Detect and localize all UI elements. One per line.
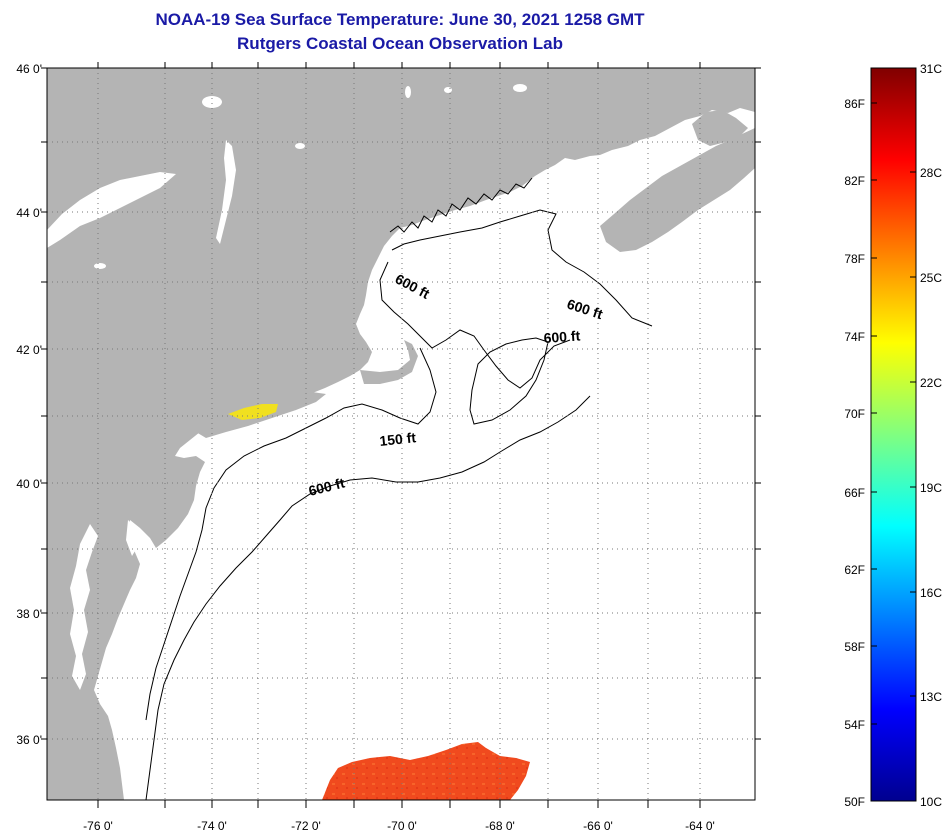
cb-c-19: 19C [920,481,942,495]
maine-coast-detail [389,177,533,233]
lon-label-72: -72 0' [291,819,321,832]
lon-label-66: -66 0' [583,819,613,832]
cb-c-13: 13C [920,690,942,704]
cb-c-28: 28C [920,166,942,180]
lon-label-76: -76 0' [83,819,113,832]
lake-small-6 [295,143,305,149]
lake-small-5 [94,263,106,269]
cb-f-70: 70F [844,407,865,421]
lat-label-46: 46 0' [16,62,42,76]
lon-label-64: -64 0' [685,819,715,832]
map-title: NOAA-19 Sea Surface Temperature: June 30… [155,10,645,29]
land-cape-cod [360,340,418,384]
cb-f-54: 54F [844,718,865,732]
lake-small-4 [444,87,452,93]
sst-patch-long-island-sound [228,404,278,420]
cb-f-58: 58F [844,640,865,654]
cb-f-74: 74F [844,330,865,344]
lon-label-74: -74 0' [197,819,227,832]
contour-label-150ft: 150 ft [379,429,417,449]
cb-f-78: 78F [844,252,865,266]
sst-patch-south [322,742,530,800]
contour-600ft-shelf [145,395,591,800]
chesapeake-bay [70,524,98,690]
lat-label-42: 42 0' [16,343,42,357]
contour-600ft-georges [469,337,549,425]
delaware-bay [126,520,138,556]
map-subtitle: Rutgers Coastal Ocean Observation Lab [237,34,563,53]
axis-ticks [41,62,761,808]
cb-c-31: 31C [920,62,942,76]
lat-label-38: 38 0' [16,607,42,621]
lake-small-1 [202,96,222,108]
lat-label-40: 40 0' [16,477,42,491]
lake-small-3 [513,84,527,92]
cb-f-50: 50F [844,795,865,809]
cb-f-66: 66F [844,486,865,500]
land-nova-scotia [600,128,755,252]
lake-small-2 [405,86,411,98]
cb-f-86: 86F [844,97,865,111]
colorbar-ticks [871,102,916,725]
cb-c-10: 10C [920,795,942,809]
lat-label-44: 44 0' [16,206,42,220]
contour-label-600ft-3: 600 ft [543,327,581,346]
cb-f-82: 82F [844,174,865,188]
cb-c-22: 22C [920,376,942,390]
cb-c-16: 16C [920,586,942,600]
lake-champlain [216,140,236,244]
lon-label-68: -68 0' [485,819,515,832]
lake-ontario-edge [47,172,176,248]
cb-c-25: 25C [920,271,942,285]
land-mainland [47,68,755,800]
lon-label-70: -70 0' [387,819,417,832]
colorbar [870,67,917,802]
contour-150ft [145,347,437,721]
cb-f-62: 62F [844,563,865,577]
land-cape-breton [692,110,748,146]
lat-label-36: 36 0' [16,733,42,747]
map-frame [46,67,756,801]
